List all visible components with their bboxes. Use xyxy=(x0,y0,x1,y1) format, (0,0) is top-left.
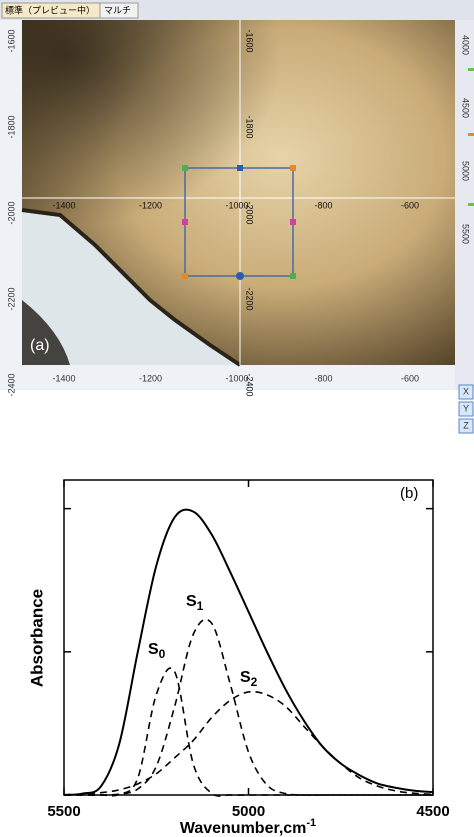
overlay-label: -800 xyxy=(314,200,332,210)
tab-label[interactable]: 標準（プレビュー中） xyxy=(5,4,95,15)
annotation-sub: 1 xyxy=(197,599,204,613)
panel-a-ticks: -1600 -1800 -2000 -2200 -2400 -1400 -1200 -1000… xyxy=(6,29,474,434)
tab[interactable] xyxy=(99,2,139,19)
ruler-label: -1000 xyxy=(225,373,248,383)
panel-label: (a) xyxy=(30,337,50,354)
axis-button[interactable] xyxy=(458,418,474,434)
handle[interactable] xyxy=(290,165,296,171)
handle[interactable] xyxy=(290,219,296,225)
left-ruler xyxy=(0,20,22,365)
side-label: 4000 xyxy=(461,35,471,55)
x-axis-label-sup: -1 xyxy=(306,817,316,829)
annotation-sub: 2 xyxy=(251,675,258,689)
axis-button[interactable] xyxy=(458,401,474,417)
handle[interactable] xyxy=(236,272,244,280)
ruler-label: -1400 xyxy=(52,373,75,383)
overlay-label: -1200 xyxy=(139,200,162,210)
ruler-label: -1200 xyxy=(139,373,162,383)
side-marker xyxy=(468,68,474,71)
dark-corner xyxy=(22,300,70,365)
overlay-label: -2400 xyxy=(245,373,255,396)
overlay-label: -600 xyxy=(401,200,419,210)
side-label: 5000 xyxy=(461,161,471,181)
axis-button[interactable] xyxy=(458,384,474,400)
x-tick-label: 5000 xyxy=(232,803,265,820)
ruler-label: -2200 xyxy=(6,287,16,310)
ruler-label: -2400 xyxy=(6,373,16,396)
y-axis-label: Absorbance xyxy=(27,589,46,687)
x-axis-label-text: Wavenumber,cm xyxy=(180,820,307,837)
axis-button-label[interactable]: Y xyxy=(463,403,469,413)
handle[interactable] xyxy=(290,273,296,279)
annotation: S0 xyxy=(148,641,166,661)
bottom-ruler xyxy=(0,365,455,390)
annotation-text: S xyxy=(240,669,251,686)
plot-frame xyxy=(63,479,434,796)
overlay-label: -1400 xyxy=(52,200,75,210)
handle[interactable] xyxy=(182,165,188,171)
overlay-label: -2200 xyxy=(245,287,255,310)
side-marker xyxy=(468,133,474,136)
ruler-label: -600 xyxy=(401,373,419,383)
side-marker xyxy=(468,203,474,206)
spectrum-line xyxy=(64,667,433,797)
side-label: 5500 xyxy=(461,224,471,244)
ruler-label: -800 xyxy=(314,373,332,383)
side-panel xyxy=(455,20,474,390)
annotation: S1 xyxy=(186,593,204,613)
spectrum-line xyxy=(64,618,433,796)
tab-label[interactable]: マルチ xyxy=(104,5,131,15)
ruler-label: -1800 xyxy=(6,115,16,138)
overlay-label: -2000 xyxy=(245,201,255,224)
side-label: 4500 xyxy=(461,98,471,118)
handle[interactable] xyxy=(182,273,188,279)
spectrum-line xyxy=(63,690,434,796)
overlay-label: -1000 xyxy=(225,200,248,210)
bright-region xyxy=(22,210,240,365)
overlay-label: -1600 xyxy=(245,29,255,52)
annotation-sub: 0 xyxy=(159,647,166,661)
annotation: S2 xyxy=(240,669,258,689)
annotation-text: S xyxy=(148,641,159,658)
ruler-label: -1600 xyxy=(6,29,16,52)
ruler-label: -2000 xyxy=(6,201,16,224)
handle[interactable] xyxy=(237,165,243,171)
x-tick-label: 4500 xyxy=(416,803,449,820)
x-tick-label: 5500 xyxy=(47,803,80,820)
x-axis-label: Wavenumber,cm-1 xyxy=(180,817,316,837)
overlay-label: -1800 xyxy=(245,115,255,138)
annotation-text: S xyxy=(186,593,197,610)
spectrum-line xyxy=(63,508,434,796)
axis-button-label[interactable]: Z xyxy=(463,420,469,430)
handle[interactable] xyxy=(182,219,188,225)
spectrum-chart: (b) Absorbance Wavenumber,cm-1 S0 S1 S2 … xyxy=(27,479,450,837)
edge xyxy=(21,208,242,367)
axis-button-label[interactable]: X xyxy=(463,386,469,396)
panel-label: (b) xyxy=(400,485,418,502)
